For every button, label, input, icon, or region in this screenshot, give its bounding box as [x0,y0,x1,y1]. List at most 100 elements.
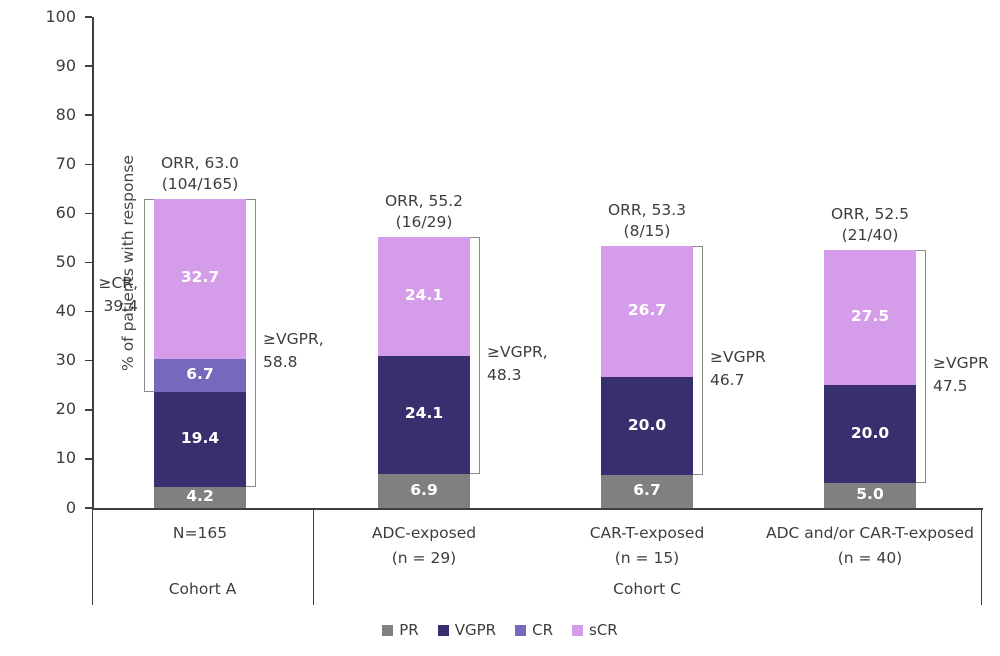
y-tick-label-line: 0 [65,497,76,517]
y-tick-label-line: 40 [55,301,76,321]
y-tick-mark [85,114,92,116]
y-axis-title: % of patients with response [119,155,137,371]
x-axis-label: ADC-exposed (n = 29) [296,521,552,571]
y-tick-label-line: 50 [55,252,76,271]
x-axis-label-line: N=165 [172,524,228,542]
legend-label: CR [532,621,553,639]
y-tick-label: 60 [22,203,76,222]
bar-segment-pr [601,475,693,508]
y-tick-mark [85,261,92,264]
y-tick-label: 80 [22,105,76,124]
range-bracket-right [246,198,256,488]
bar-segment-pr [824,483,916,508]
segment-value-label-line: 32.7 [180,268,220,287]
y-tick-label-line: 60 [55,202,76,222]
x-axis-label-line: (n = 29) [391,549,457,567]
legend-label: VGPR [454,621,497,639]
bracket-label-right-line: 58.8 [263,353,298,372]
legend-swatch-icon [437,624,449,636]
y-tick-mark [85,507,92,509]
legend-label: PR [399,621,419,639]
bracket-label-left: ≥CR, 39.4 [48,272,138,318]
segment-value-label: 27.5 [824,307,916,325]
bracket-label-left-line: ≥CR, [98,274,138,293]
range-bracket-right [693,246,703,476]
legend-item-scr: sCR [572,621,618,639]
group-label: Cohort C [547,580,747,598]
bar-segment-vgpr [378,355,470,475]
orr-annotation-line: ORR, 52.5 [830,205,910,224]
y-tick-label-line: 30 [55,350,76,370]
x-axis-label: ADC and/or CAR-T-exposed (n = 40) [742,521,998,571]
y-tick-label-line: 70 [55,153,76,173]
bracket-label-right-line: ≥VGPR, [487,342,548,361]
orr-annotation: ORR, 52.5 (21/40) [760,204,980,246]
bar-segment-scr [824,250,916,386]
x-axis-label-line: (n = 15) [614,549,680,567]
orr-annotation: ORR, 55.2 (16/29) [314,191,534,233]
y-tick-label-line: 100 [45,6,76,26]
segment-value-label: 32.7 [154,268,246,286]
segment-value-label: 20.0 [601,416,693,434]
y-tick-mark [85,212,92,215]
legend-label: sCR [589,621,618,639]
x-axis-label-line: (n = 40) [837,549,903,567]
orr-annotation-line: ORR, 63.0 [160,153,240,172]
bar-segment-pr [154,487,246,508]
segment-value-label-line: 6.7 [186,365,214,384]
segment-value-label: 4.2 [154,487,246,505]
category-divider [313,508,315,605]
range-bracket-right [470,236,480,475]
y-tick-mark [85,409,92,411]
segment-value-label-line: 20.0 [850,423,890,442]
orr-annotation: ORR, 53.3 (8/15) [537,200,757,242]
segment-value-label: 6.9 [378,481,470,499]
bracket-label-left-line: 39.4 [103,297,138,316]
orr-annotation-line: (8/15) [623,221,671,240]
legend-swatch-icon [572,624,583,636]
bar-segment-cr [154,359,246,393]
bracket-label-right-line: 46.7 [710,370,745,389]
y-tick-label: 50 [22,252,76,271]
x-axis-label: N=165 [72,521,328,546]
y-tick-label-line: 20 [55,399,76,419]
bar-segment-scr [154,198,246,360]
legend-swatch-icon [382,624,394,636]
segment-value-label-line: 5.0 [856,485,884,504]
y-tick-mark [85,16,92,18]
y-tick-mark [85,163,92,166]
segment-value-label: 6.7 [601,481,693,499]
orr-annotation: ORR, 63.0 (104/165) [90,153,310,195]
orr-annotation-line: (104/165) [161,174,239,193]
legend-item-cr: CR [515,621,553,639]
y-tick-label: 100 [22,7,76,26]
x-axis-label-line: ADC and/or CAR-T-exposed [765,524,975,542]
group-label-line: Cohort C [613,580,681,598]
bracket-label-right: ≥VGPR, 48.3 [487,341,587,387]
segment-value-label-line: 24.1 [404,404,444,423]
segment-value-label: 6.7 [154,365,246,383]
bracket-label-right: ≥VGPR 47.5 [933,352,1000,398]
segment-value-label: 20.0 [824,424,916,442]
segment-value-label-line: 6.7 [633,481,661,500]
bracket-label-right-line: ≥VGPR, [263,330,324,349]
legend-item-vgpr: VGPR [437,621,497,639]
segment-value-label: 26.7 [601,301,693,319]
segment-value-label: 19.4 [154,429,246,447]
y-tick-label: 10 [22,448,76,467]
legend-item-pr: PR [382,621,419,639]
orr-annotation-line: ORR, 55.2 [384,192,464,211]
y-tick-mark [85,458,92,460]
y-tick-label: 90 [22,56,76,75]
bracket-label-right-line: ≥VGPR [710,347,766,366]
segment-value-label: 24.1 [378,404,470,422]
bar-segment-scr [378,237,470,356]
bar-segment-vgpr [154,392,246,488]
orr-annotation-line: (21/40) [841,226,899,245]
x-axis-label-line: CAR-T-exposed [589,524,705,542]
segment-value-label-line: 27.5 [850,307,890,326]
y-tick-label: 30 [22,350,76,369]
y-tick-label-line: 90 [55,55,76,75]
orr-annotation-line: ORR, 53.3 [607,200,687,219]
